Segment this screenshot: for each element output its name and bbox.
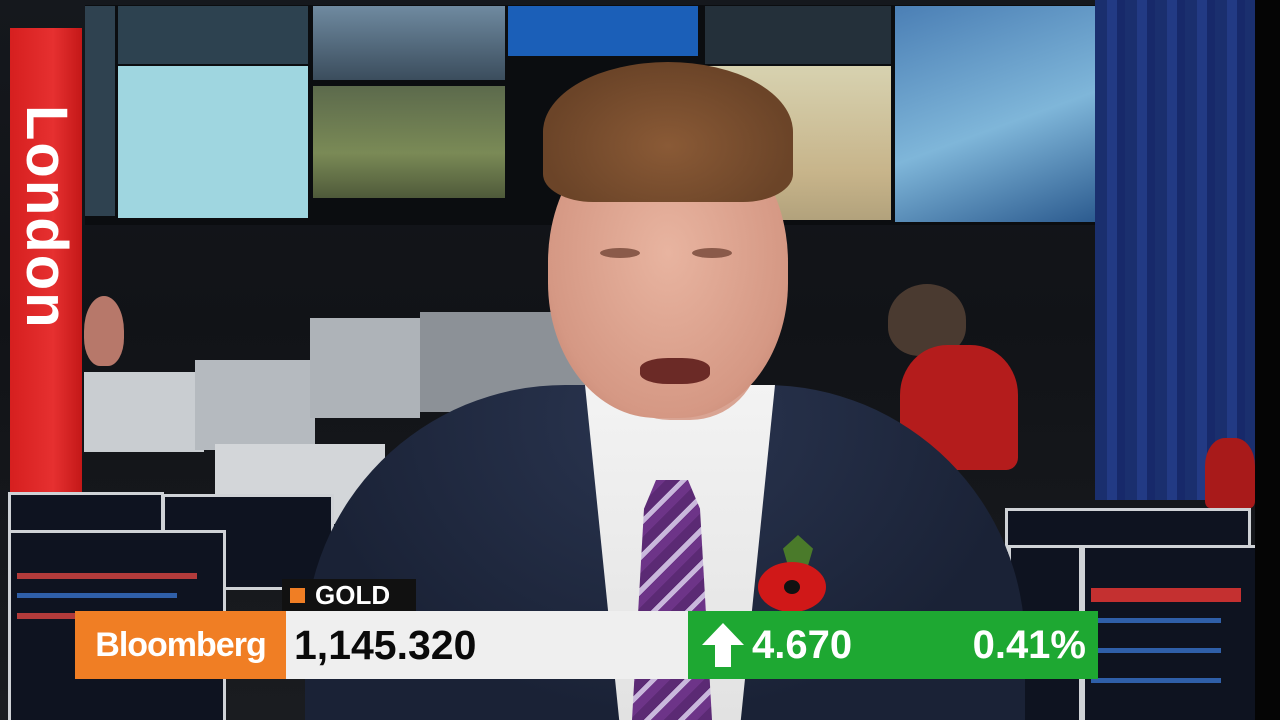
instrument-label: GOLD bbox=[315, 580, 391, 610]
price-box: 1,145.320 bbox=[286, 611, 688, 679]
trading-terminal bbox=[1082, 545, 1258, 720]
wall-screen bbox=[313, 6, 505, 80]
wall-screen bbox=[118, 6, 308, 64]
office-monitor bbox=[84, 372, 204, 452]
anchor-eye bbox=[692, 248, 732, 258]
wall-screen bbox=[508, 6, 698, 56]
wall-screen bbox=[118, 66, 308, 218]
orange-square-icon bbox=[290, 588, 305, 603]
change-percent: 0.41% bbox=[972, 623, 1086, 667]
office-monitor bbox=[310, 318, 420, 418]
anchor-tie bbox=[632, 480, 712, 720]
anchor-eye bbox=[600, 248, 640, 258]
london-banner: London bbox=[10, 28, 82, 496]
frame-edge bbox=[1255, 0, 1280, 720]
bloomberg-logo: Bloomberg bbox=[75, 611, 286, 679]
london-label: London bbox=[14, 104, 79, 330]
change-box: 4.670 0.41% bbox=[688, 611, 1098, 679]
wall-screen bbox=[705, 6, 891, 64]
wall-screen bbox=[895, 6, 1095, 222]
change-value: 4.670 bbox=[752, 623, 853, 667]
instrument-tag: GOLD bbox=[282, 579, 416, 611]
wall-screen bbox=[85, 6, 115, 216]
background-person bbox=[888, 284, 966, 356]
blue-curtain bbox=[1095, 0, 1255, 500]
background-person bbox=[1205, 438, 1255, 508]
background-person bbox=[84, 296, 124, 366]
anchor-mouth bbox=[640, 358, 710, 384]
poppy-pin bbox=[758, 562, 826, 612]
wall-screen bbox=[313, 86, 505, 198]
office-monitor bbox=[195, 360, 315, 450]
price-value: 1,145.320 bbox=[294, 622, 477, 668]
arrow-up-icon bbox=[702, 623, 744, 667]
anchor-hair bbox=[543, 62, 793, 202]
